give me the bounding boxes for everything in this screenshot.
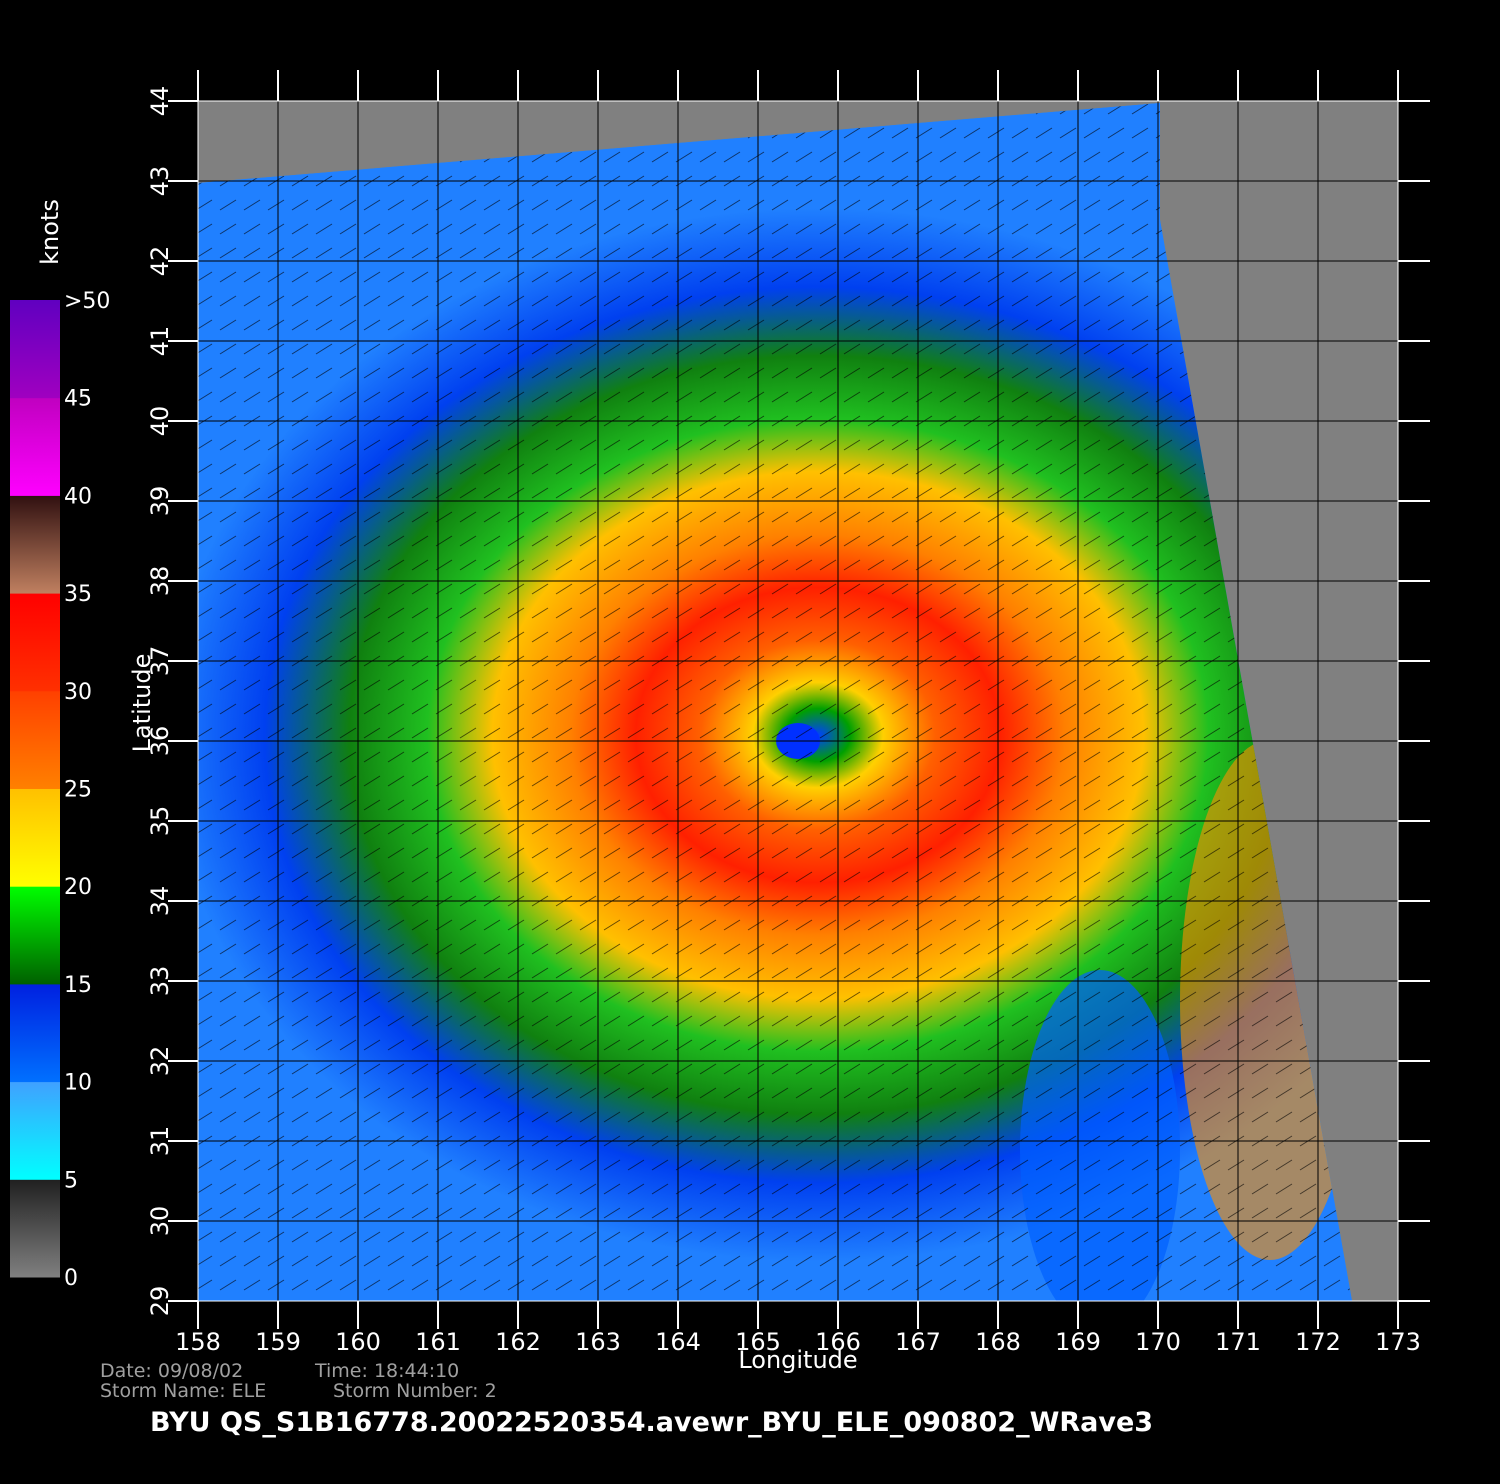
y-tick-label: 42 <box>146 246 174 277</box>
time: Time: 18:44:10 <box>314 1360 459 1382</box>
y-tick-label: 37 <box>146 646 174 677</box>
x-tick-label: 162 <box>495 1328 541 1356</box>
y-tick-label: 38 <box>146 566 174 597</box>
colorbar-segment <box>10 1179 60 1278</box>
y-tick-label: 40 <box>146 406 174 437</box>
chart-title: BYU QS_S1B16778.20022520354.avewr_BYU_EL… <box>150 1407 1153 1438</box>
colorbar-tick-label: 40 <box>64 484 92 509</box>
x-tick-label: 173 <box>1375 1328 1421 1356</box>
grid <box>168 70 1430 1329</box>
colorbar: 0 5 10 15 20 25 30 35 40 45 >50 <box>10 289 110 1291</box>
x-axis-label: Longitude <box>738 1346 857 1374</box>
y-tick-label: 43 <box>146 166 174 197</box>
x-tick-label: 158 <box>175 1328 221 1356</box>
x-tick-label: 160 <box>335 1328 381 1356</box>
colorbar-segment <box>10 788 60 887</box>
colorbar-tick-label: 35 <box>64 582 92 607</box>
colorbar-tick-label: >50 <box>64 289 110 314</box>
date: Date: 09/08/02 <box>100 1360 243 1382</box>
x-tick-label: 161 <box>415 1328 461 1356</box>
y-tick-label: 36 <box>146 726 174 757</box>
colorbar-segment <box>10 397 60 496</box>
colorbar-label: knots <box>36 199 64 265</box>
y-tick-label: 33 <box>146 966 174 997</box>
colorbar-tick-label: 10 <box>64 1071 92 1096</box>
y-tick-label: 29 <box>146 1286 174 1317</box>
y-tick-label: 35 <box>146 806 174 837</box>
x-tick-label: 169 <box>1055 1328 1101 1356</box>
x-tick-label: 171 <box>1215 1328 1261 1356</box>
colorbar-segment <box>10 495 60 594</box>
colorbar-tick-label: 0 <box>64 1266 78 1291</box>
storm-number: Storm Number: 2 <box>333 1380 497 1402</box>
colorbar-tick-label: 45 <box>64 387 92 412</box>
x-tick-label: 163 <box>575 1328 621 1356</box>
colorbar-segment <box>10 886 60 985</box>
colorbar-tick-label: 20 <box>64 875 92 900</box>
colorbar-segment <box>10 593 60 692</box>
x-tick-label: 168 <box>975 1328 1021 1356</box>
x-tick-label: 166 <box>815 1328 861 1356</box>
colorbar-segment <box>10 983 60 1083</box>
x-tick-label: 165 <box>735 1328 781 1356</box>
colorbar-tick-label: 25 <box>64 778 92 803</box>
y-tick-label: 44 <box>146 86 174 117</box>
plot-frame <box>197 100 1399 1302</box>
colorbar-tick-label: 15 <box>64 973 92 998</box>
storm-name: Storm Name: ELE <box>100 1380 266 1402</box>
colorbar-segment <box>10 1081 60 1180</box>
x-tick-label: 164 <box>655 1328 701 1356</box>
x-tick-label: 159 <box>255 1328 301 1356</box>
x-tick-label: 172 <box>1295 1328 1341 1356</box>
y-tick-label: 30 <box>146 1206 174 1237</box>
colorbar-segment <box>10 690 60 789</box>
y-tick-label: 32 <box>146 1046 174 1077</box>
wind-field <box>198 103 1352 1301</box>
y-tick-label: 39 <box>146 486 174 517</box>
colorbar-segment <box>10 300 60 399</box>
y-axis-label: Latitude <box>128 654 156 753</box>
x-tick-label: 170 <box>1135 1328 1181 1356</box>
y-tick-label: 41 <box>146 326 174 357</box>
colorbar-tick-label: 5 <box>64 1168 78 1193</box>
y-tick-label: 31 <box>146 1126 174 1157</box>
colorbar-tick-label: 30 <box>64 680 92 705</box>
x-tick-label: 167 <box>895 1328 941 1356</box>
y-tick-label: 34 <box>146 886 174 917</box>
